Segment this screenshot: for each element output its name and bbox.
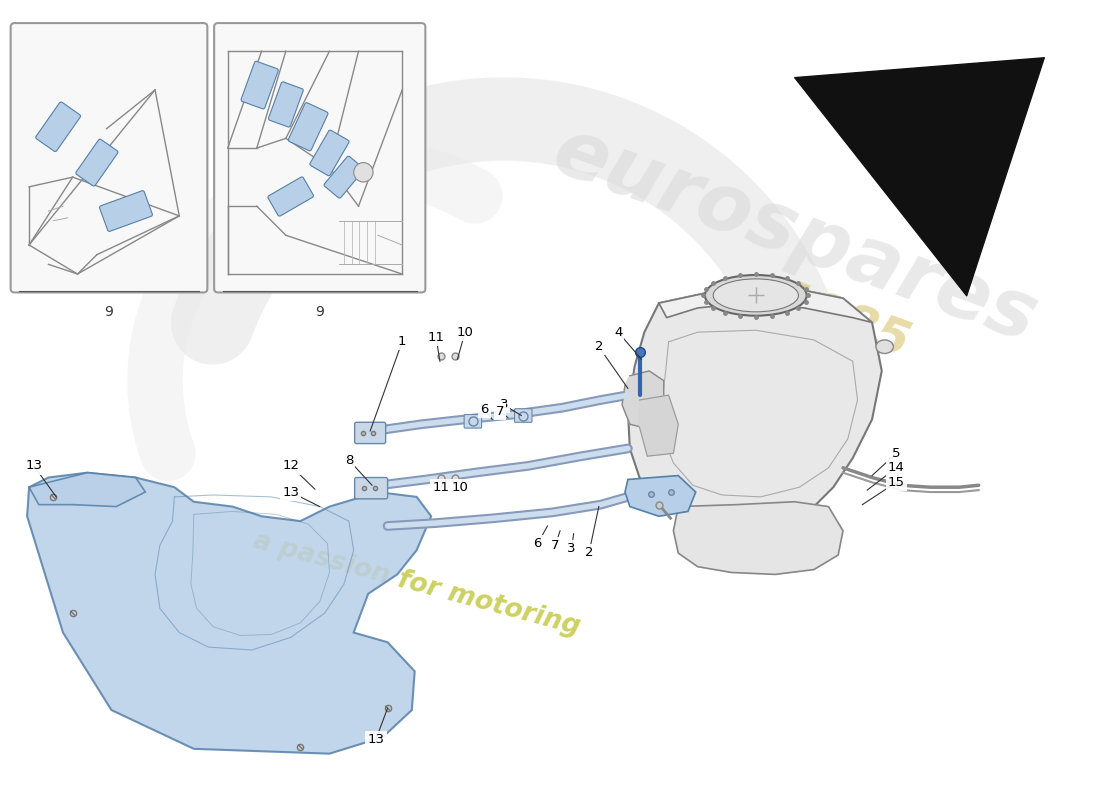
Text: 14: 14 [888,462,904,474]
Polygon shape [625,475,695,516]
FancyBboxPatch shape [268,82,304,127]
Polygon shape [659,289,872,322]
Ellipse shape [876,340,893,354]
Text: 13: 13 [283,486,299,498]
Text: 13: 13 [367,733,385,746]
Text: 1985: 1985 [770,276,916,369]
FancyBboxPatch shape [268,177,313,216]
Polygon shape [29,473,145,506]
FancyBboxPatch shape [310,130,349,176]
Text: 11: 11 [428,330,444,343]
FancyBboxPatch shape [354,422,386,444]
FancyBboxPatch shape [324,156,364,198]
Text: eurospares: eurospares [542,111,1047,359]
FancyBboxPatch shape [76,139,118,186]
FancyBboxPatch shape [354,478,387,499]
Polygon shape [28,473,431,754]
Text: 2: 2 [585,546,593,558]
FancyBboxPatch shape [214,23,426,293]
FancyBboxPatch shape [241,62,278,109]
Text: 13: 13 [25,459,43,472]
Text: 8: 8 [344,454,353,466]
Polygon shape [623,371,663,429]
Text: 4: 4 [614,326,623,338]
Text: 6: 6 [534,537,542,550]
Ellipse shape [354,162,373,182]
FancyBboxPatch shape [11,23,208,293]
Polygon shape [639,395,679,456]
Polygon shape [628,289,882,524]
Text: 12: 12 [283,459,299,472]
Text: 3: 3 [568,542,576,554]
Text: 5: 5 [892,446,901,460]
FancyBboxPatch shape [464,414,482,428]
Text: 15: 15 [888,476,905,489]
Text: 6: 6 [481,403,488,416]
Text: 3: 3 [499,398,508,411]
Ellipse shape [713,279,799,312]
Text: 10: 10 [456,326,473,338]
Text: 7: 7 [551,539,560,552]
FancyBboxPatch shape [288,102,328,151]
Text: 7: 7 [496,405,504,418]
Text: a passion for motoring: a passion for motoring [250,528,583,640]
Text: 1: 1 [398,335,406,348]
FancyBboxPatch shape [515,409,532,422]
Text: 2: 2 [595,340,603,354]
FancyBboxPatch shape [99,190,153,231]
Polygon shape [673,502,843,574]
Ellipse shape [705,275,806,316]
Text: 10: 10 [452,481,469,494]
FancyBboxPatch shape [35,102,80,151]
Text: 9: 9 [104,305,113,319]
Text: 11: 11 [432,481,450,494]
Text: 9: 9 [316,305,324,319]
